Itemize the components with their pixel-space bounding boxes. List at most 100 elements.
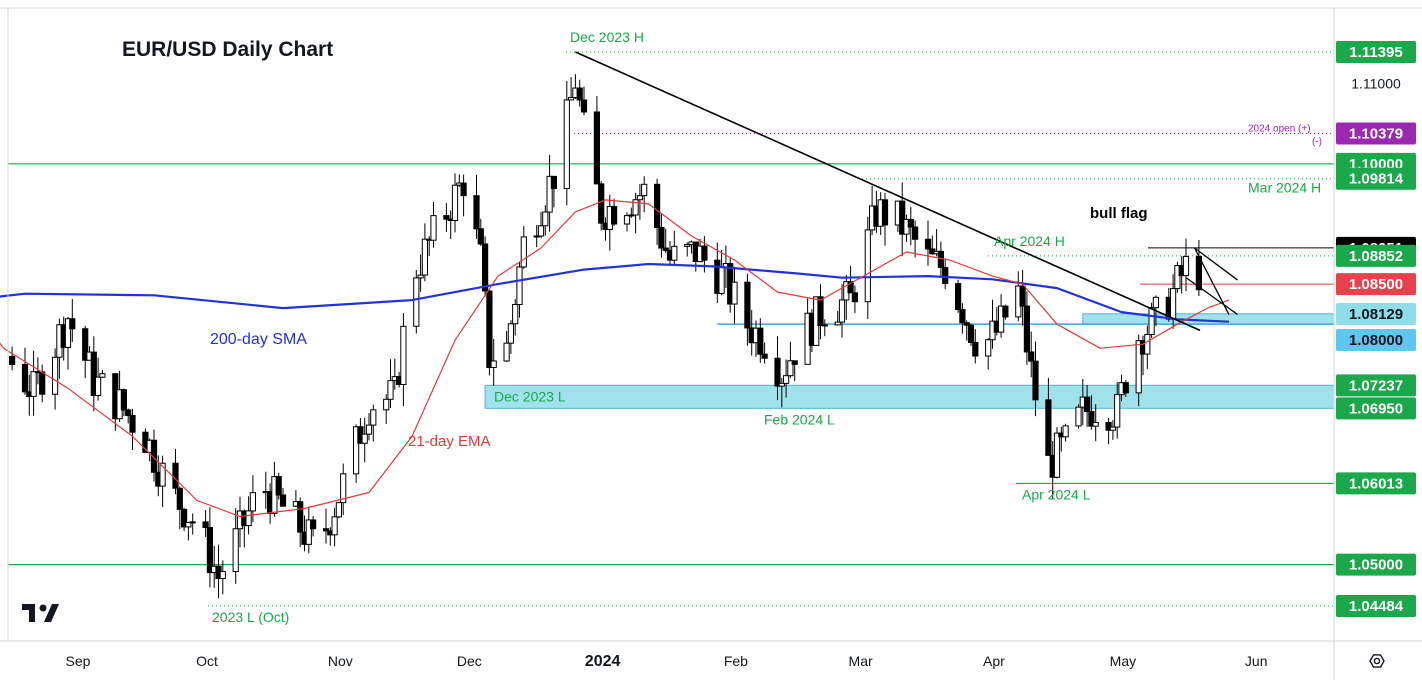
price-tag-1.08000[interactable]: [1336, 329, 1416, 351]
price-scale-label: 1.11000: [1351, 76, 1401, 92]
annotation-label: 200-day SMA: [210, 331, 307, 348]
candle-body: [1170, 288, 1177, 320]
candle-body: [99, 373, 106, 378]
candle-body: [1053, 432, 1061, 478]
candle-body: [206, 526, 214, 574]
candle-body: [30, 371, 37, 397]
candle-body: [1114, 394, 1121, 428]
price-tag-1.08500[interactable]: [1336, 273, 1416, 296]
candle-body: [353, 426, 360, 475]
chart-title: EUR/USD Daily Chart: [122, 38, 333, 61]
candle-body: [232, 528, 239, 573]
tradingview-logo[interactable]: [22, 604, 59, 622]
time-axis-label: May: [1110, 653, 1136, 669]
price-tag-label: 1.07237: [1349, 377, 1403, 394]
candle-body: [1182, 255, 1190, 277]
candle-body: [851, 292, 858, 303]
candle-body: [413, 277, 420, 327]
candle-body: [340, 473, 347, 504]
price-tag-1.10379[interactable]: [1336, 122, 1416, 145]
candle-body: [881, 199, 889, 226]
annotations-layer: Dec 2023 H 2024 open (+) Mar 2024 H Apr 202…: [210, 29, 1322, 625]
price-tag-label: 1.11395: [1349, 44, 1402, 61]
time-axis-label: Sep: [66, 653, 91, 669]
price-tag-1.05000[interactable]: [1336, 553, 1416, 576]
candle-body: [937, 250, 944, 268]
time-axis-label: Dec: [457, 653, 482, 669]
price-tag-label: 1.08129: [1349, 306, 1403, 323]
annotation-label: Dec 2023 H: [570, 29, 644, 45]
price-tag-label: 1.08000: [1349, 332, 1403, 349]
candle-body: [662, 247, 669, 251]
candle-body: [482, 243, 489, 292]
trendlines-layer: [575, 51, 1238, 332]
price-tag-1.06950[interactable]: [1336, 397, 1416, 420]
annotation-label: Mar 2024 H: [1248, 180, 1321, 196]
annotation-label: Apr 2024 H: [994, 233, 1065, 249]
candle-body: [430, 215, 437, 241]
price-tag-1.08129[interactable]: [1336, 303, 1416, 325]
candle-body: [1032, 360, 1039, 401]
price-tag-1.09814[interactable]: [1336, 167, 1416, 190]
candle-body: [417, 274, 424, 279]
candle-body: [365, 424, 373, 435]
candle-body: [310, 519, 317, 530]
candle-body: [331, 516, 338, 536]
candle-body: [1135, 340, 1142, 394]
candle-body: [129, 415, 136, 433]
candle-body: [1105, 421, 1112, 431]
candle-body: [275, 476, 282, 496]
candle-body: [563, 99, 570, 190]
candle-body: [443, 215, 450, 220]
candle-body: [593, 111, 600, 185]
candle-body: [1075, 406, 1082, 427]
support-zones-layer: [484, 313, 1335, 409]
annotation-label: Apr 2024 L: [1022, 486, 1091, 502]
support-zone-lower: [484, 384, 1335, 409]
annotation-label: (-): [1312, 136, 1322, 147]
price-tag-1.06013[interactable]: [1336, 472, 1416, 495]
candle-body: [21, 363, 29, 393]
time-axis-label: Oct: [196, 653, 218, 669]
settings-icon[interactable]: [1369, 654, 1385, 668]
candle-body: [598, 183, 605, 224]
candle-body: [1045, 399, 1052, 456]
candle-body: [503, 342, 510, 362]
candle-body: [202, 521, 209, 528]
price-axis[interactable]: 1.113951.103791.100001.098141.089511.088…: [1336, 41, 1416, 617]
support-zone-upper: [1082, 313, 1335, 325]
candle-body: [421, 238, 428, 276]
candle-body: [791, 360, 798, 365]
time-axis[interactable]: Sep Oct Nov Dec 2024 Feb Mar Apr May Jun: [66, 653, 1268, 670]
candle-body: [1062, 425, 1069, 438]
time-axis-label: Jun: [1245, 653, 1268, 669]
candle-body: [69, 318, 76, 330]
candle-body: [632, 199, 639, 216]
time-axis-label: Feb: [724, 653, 748, 669]
candle-body: [52, 356, 59, 395]
candle-body: [546, 175, 553, 213]
candle-body: [955, 283, 962, 310]
candle-body: [963, 322, 970, 326]
candle-body: [998, 305, 1005, 333]
candle-body: [580, 99, 588, 113]
candle-body: [972, 341, 979, 357]
time-axis-label: 2024: [585, 653, 621, 670]
candle-body: [473, 195, 480, 230]
annotation-label: bull flag: [1090, 205, 1148, 222]
candle-body: [817, 296, 824, 327]
annotation-label: Feb 2024 L: [764, 411, 835, 427]
candle-body: [1195, 255, 1203, 291]
price-tag-1.07237[interactable]: [1336, 374, 1416, 397]
price-tag-1.08852[interactable]: [1336, 244, 1416, 267]
moving-averages-layer: [0, 199, 1230, 518]
price-tag-1.04484[interactable]: [1336, 595, 1416, 617]
price-tag-1.11395[interactable]: [1336, 41, 1416, 63]
candle-body: [125, 409, 132, 417]
candle-body: [912, 226, 919, 240]
candle-body: [279, 494, 287, 507]
annotation-label: 2024 open (+): [1248, 123, 1311, 134]
candle-body: [245, 510, 252, 527]
candle-body: [1109, 426, 1117, 431]
